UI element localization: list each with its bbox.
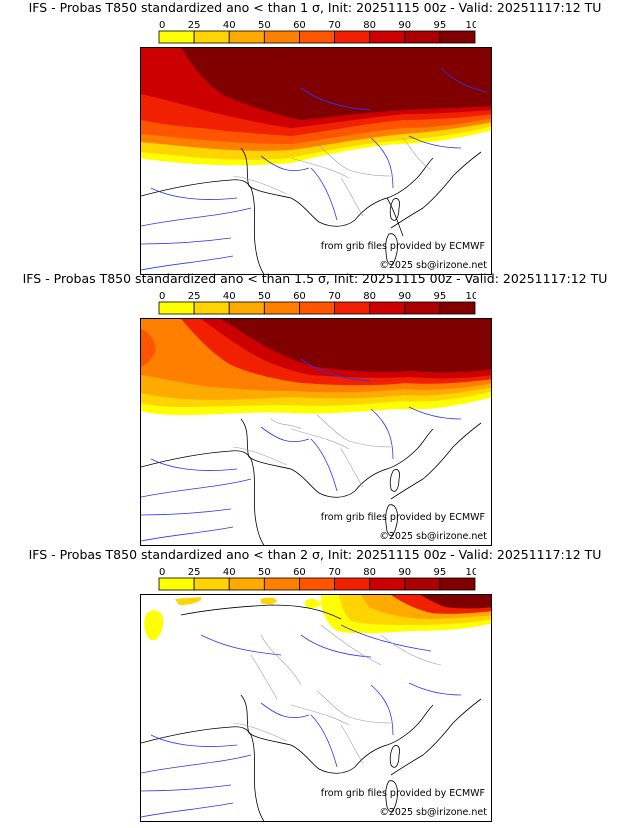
colorbar-swatch: [404, 577, 441, 591]
coastline: [141, 418, 482, 545]
borders: [232, 137, 432, 217]
colorbar: 10 25 40 50 60 70 80 90 95 100: [158, 567, 476, 591]
colorbar-swatch: [228, 577, 265, 591]
colorbar-swatch: [228, 301, 265, 315]
colorbar-tick-label: 40: [223, 20, 236, 31]
copyright: ©2025 sb@irizone.net: [379, 531, 487, 542]
source-credit: from grib files provided by ECMWF: [320, 512, 485, 523]
colorbar-swatch: [299, 301, 335, 315]
colorbar-swatch: [158, 30, 195, 44]
colorbar-tick-label: 100: [465, 291, 476, 302]
colorbar-tick-label: 70: [328, 567, 341, 578]
probability-field: [144, 595, 491, 641]
colorbar-tick-label: 25: [188, 291, 201, 302]
colorbar-tick-label: 100: [465, 567, 476, 578]
colorbar-tick-label: 90: [398, 291, 411, 302]
coastline: [141, 604, 482, 821]
panel-1sigma: IFS - Probas T850 standardized ano < tha…: [0, 0, 630, 276]
colorbar-tick-label: 95: [434, 567, 447, 578]
colorbar-tick-label: 80: [363, 567, 376, 578]
coastline: [141, 147, 482, 274]
rivers: [141, 358, 462, 542]
colorbar-tick-label: 25: [188, 567, 201, 578]
colorbar-swatch: [193, 301, 230, 315]
colorbar-tick-label: 60: [293, 291, 306, 302]
colorbar-swatch: [299, 577, 335, 591]
islands: [385, 469, 400, 536]
colorbar: 10 25 40 50 60 70 80 90 95 100: [158, 20, 476, 44]
colorbar-tick-label: 90: [398, 567, 411, 578]
colorbar-swatch: [369, 30, 406, 44]
colorbar: 10 25 40 50 60 70 80 90 95 100: [158, 291, 476, 315]
colorbar-tick-label: 25: [188, 20, 201, 31]
colorbar-tick-label: 50: [258, 567, 271, 578]
source-credit: from grib files provided by ECMWF: [320, 241, 485, 252]
colorbar-swatch: [158, 301, 195, 315]
colorbar-tick-label: 10: [158, 20, 165, 31]
probability-map: from grib files provided by ECMWF ©2025 …: [140, 47, 492, 275]
probability-map: from grib files provided by ECMWF ©2025 …: [140, 594, 492, 822]
colorbar-swatch: [263, 577, 300, 591]
colorbar-swatch: [369, 301, 406, 315]
colorbar-tick-label: 70: [328, 291, 341, 302]
colorbar-tick-label: 40: [223, 291, 236, 302]
colorbar-tick-label: 50: [258, 20, 271, 31]
colorbar-tick-label: 70: [328, 20, 341, 31]
panel-title: IFS - Probas T850 standardized ano < tha…: [28, 0, 602, 15]
colorbar-swatch: [369, 577, 406, 591]
rivers: [141, 624, 462, 818]
colorbar-swatch: [193, 30, 230, 44]
colorbar-swatch: [439, 577, 476, 591]
rivers: [141, 67, 488, 271]
probability-field: [141, 319, 491, 415]
colorbar-swatch: [439, 30, 476, 44]
colorbar-swatch: [334, 577, 371, 591]
copyright: ©2025 sb@irizone.net: [379, 260, 487, 271]
colorbar-swatch: [334, 30, 371, 44]
colorbar-swatch: [158, 577, 195, 591]
islands: [385, 745, 400, 812]
colorbar-swatch: [439, 301, 476, 315]
colorbar-tick-label: 60: [293, 20, 306, 31]
probability-field: [141, 48, 491, 166]
colorbar-swatch: [299, 30, 335, 44]
colorbar-swatch: [263, 301, 300, 315]
source-credit: from grib files provided by ECMWF: [320, 788, 485, 799]
colorbar-tick-label: 50: [258, 291, 271, 302]
panel-1-5sigma: IFS - Probas T850 standardized ano < tha…: [0, 271, 630, 547]
colorbar-tick-label: 10: [158, 567, 165, 578]
colorbar-tick-label: 40: [223, 567, 236, 578]
copyright: ©2025 sb@irizone.net: [379, 807, 487, 818]
colorbar-swatch: [263, 30, 300, 44]
colorbar-tick-label: 95: [434, 291, 447, 302]
colorbar-tick-label: 90: [398, 20, 411, 31]
colorbar-swatch: [404, 301, 441, 315]
panel-2sigma: IFS - Probas T850 standardized ano < tha…: [0, 547, 630, 823]
borders: [232, 414, 392, 488]
panel-title: IFS - Probas T850 standardized ano < tha…: [22, 271, 608, 286]
colorbar-tick-label: 100: [465, 20, 476, 31]
colorbar-swatch: [404, 30, 441, 44]
colorbar-tick-label: 80: [363, 291, 376, 302]
borders: [232, 624, 442, 764]
colorbar-tick-label: 10: [158, 291, 165, 302]
colorbar-swatch: [228, 30, 265, 44]
colorbar-swatch: [193, 577, 230, 591]
colorbar-swatch: [334, 301, 371, 315]
colorbar-tick-label: 95: [434, 20, 447, 31]
islands: [385, 198, 400, 265]
colorbar-tick-label: 60: [293, 567, 306, 578]
probability-map: from grib files provided by ECMWF ©2025 …: [140, 318, 492, 546]
panel-title: IFS - Probas T850 standardized ano < tha…: [28, 547, 602, 562]
colorbar-tick-label: 80: [363, 20, 376, 31]
